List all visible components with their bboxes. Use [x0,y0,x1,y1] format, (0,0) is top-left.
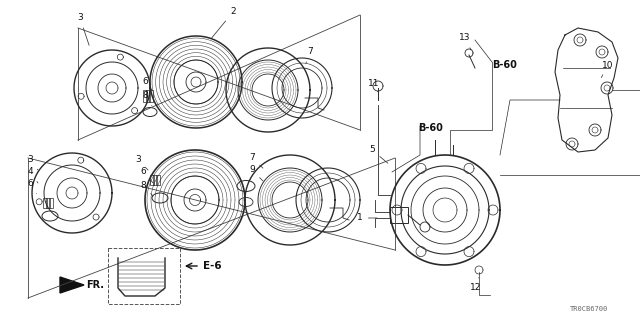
Text: 8: 8 [140,181,153,196]
Bar [156,175,160,185]
Text: 3: 3 [27,156,38,170]
Text: 2: 2 [212,7,236,38]
Text: 7: 7 [249,154,263,168]
Text: 7: 7 [306,47,313,63]
Text: 13: 13 [460,34,471,50]
Text: 5: 5 [369,146,388,163]
Text: 6: 6 [142,77,152,90]
Text: B-60: B-60 [418,123,443,133]
Text: 3: 3 [135,156,148,170]
Bar [150,175,154,185]
Bar [390,207,408,223]
Polygon shape [60,277,84,293]
Bar [153,175,157,185]
Bar [146,90,150,102]
Bar [46,198,50,208]
Text: E-6: E-6 [203,261,221,271]
Text: 3: 3 [77,13,89,45]
Bar [143,90,147,102]
Bar [49,198,53,208]
Text: 6: 6 [27,180,36,194]
Text: B-60: B-60 [492,60,517,70]
Text: 9: 9 [249,165,263,181]
Bar [149,90,153,102]
Text: 12: 12 [470,278,482,292]
Text: 1: 1 [357,213,377,222]
Text: 10: 10 [602,60,614,77]
Bar [43,198,47,208]
Text: 4: 4 [27,167,38,183]
Text: 6: 6 [140,167,153,183]
Text: TR0CB6700: TR0CB6700 [570,306,608,312]
Text: FR.: FR. [86,280,104,290]
Text: 8: 8 [142,92,152,106]
Text: 11: 11 [368,79,380,92]
